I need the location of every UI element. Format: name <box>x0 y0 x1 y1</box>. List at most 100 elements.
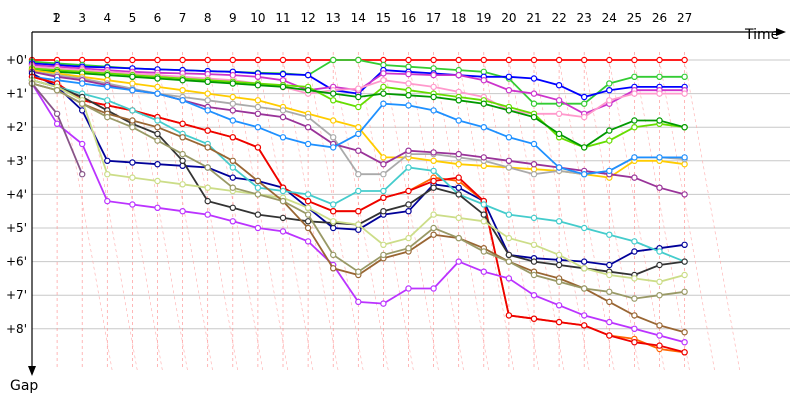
data-point <box>581 100 588 107</box>
data-point <box>455 88 462 96</box>
data-point <box>606 127 613 134</box>
data-point <box>304 224 312 232</box>
data-point <box>430 167 437 175</box>
data-point <box>606 231 613 238</box>
data-point <box>505 107 513 114</box>
data-point <box>455 97 462 104</box>
data-point <box>530 90 538 97</box>
data-point <box>505 134 513 141</box>
data-point <box>304 191 312 198</box>
data-point <box>681 329 688 336</box>
data-point <box>555 302 563 309</box>
data-point <box>380 194 387 201</box>
data-point <box>606 271 613 279</box>
data-point <box>405 70 412 78</box>
data-point <box>606 137 613 144</box>
data-point <box>129 80 136 87</box>
data-point <box>405 147 412 154</box>
data-point <box>681 258 688 265</box>
data-point <box>455 191 462 198</box>
x-tick-label: 2 <box>53 11 61 25</box>
data-point <box>405 234 412 242</box>
data-point <box>430 184 437 191</box>
data-point <box>581 312 588 319</box>
data-point <box>430 211 437 218</box>
data-point <box>430 149 437 156</box>
time-guide <box>157 59 213 371</box>
data-point <box>430 93 437 101</box>
data-point <box>179 76 186 84</box>
data-point <box>530 315 538 322</box>
data-point <box>656 73 663 81</box>
data-point <box>129 159 136 166</box>
data-point <box>254 73 262 81</box>
y-tick-label: +5' <box>6 221 27 235</box>
data-point <box>254 56 262 64</box>
data-point <box>681 160 688 168</box>
data-point <box>606 167 613 175</box>
data-point <box>304 238 312 245</box>
data-point <box>530 214 538 222</box>
time-guide <box>558 59 615 371</box>
x-tick-label: 7 <box>179 11 187 25</box>
data-point <box>355 85 362 92</box>
data-point <box>104 157 111 164</box>
data-point <box>405 164 412 171</box>
data-point <box>304 197 312 205</box>
data-point <box>179 207 186 215</box>
data-point <box>355 147 362 154</box>
data-point <box>279 187 287 195</box>
data-point <box>229 184 236 191</box>
data-point <box>631 73 638 81</box>
data-point <box>204 78 211 86</box>
time-guide <box>433 59 489 371</box>
data-point <box>581 322 588 329</box>
x-tick-label: 12 <box>300 11 315 25</box>
data-point <box>606 86 613 94</box>
data-point <box>631 248 638 255</box>
data-point <box>330 117 337 124</box>
time-guide <box>132 59 188 371</box>
data-point <box>681 271 688 279</box>
data-point <box>505 56 513 64</box>
data-point <box>204 90 211 97</box>
data-point <box>631 90 638 97</box>
data-point <box>430 231 437 238</box>
time-guide <box>533 59 590 371</box>
x-tick-label: 21 <box>526 11 541 25</box>
data-point <box>129 201 136 208</box>
x-tick-label: 14 <box>351 11 366 25</box>
y-tick-label: +1' <box>6 87 27 101</box>
data-point <box>129 107 136 114</box>
data-point <box>606 56 613 64</box>
data-point <box>430 83 437 91</box>
data-point <box>179 134 186 141</box>
data-point <box>530 292 538 299</box>
data-point <box>581 224 588 232</box>
data-point <box>530 271 538 279</box>
data-point <box>355 187 362 195</box>
x-tick-label: 25 <box>627 11 642 25</box>
data-point <box>405 80 412 87</box>
data-point <box>505 258 513 265</box>
data-point <box>631 295 638 302</box>
data-point <box>656 332 663 339</box>
data-point <box>505 312 513 319</box>
time-guide <box>684 59 740 371</box>
data-point <box>154 83 161 91</box>
time-guide <box>307 59 364 371</box>
data-point <box>254 211 262 218</box>
data-point <box>555 97 563 104</box>
data-point <box>405 244 412 252</box>
data-point <box>555 81 563 89</box>
data-point <box>581 56 588 64</box>
data-point <box>355 268 362 275</box>
data-point <box>53 86 61 94</box>
data-point <box>430 285 437 292</box>
data-point <box>455 214 462 222</box>
data-point <box>229 93 236 101</box>
data-point <box>631 56 638 64</box>
data-point <box>656 278 663 285</box>
data-point <box>78 170 86 178</box>
data-point <box>405 102 412 109</box>
